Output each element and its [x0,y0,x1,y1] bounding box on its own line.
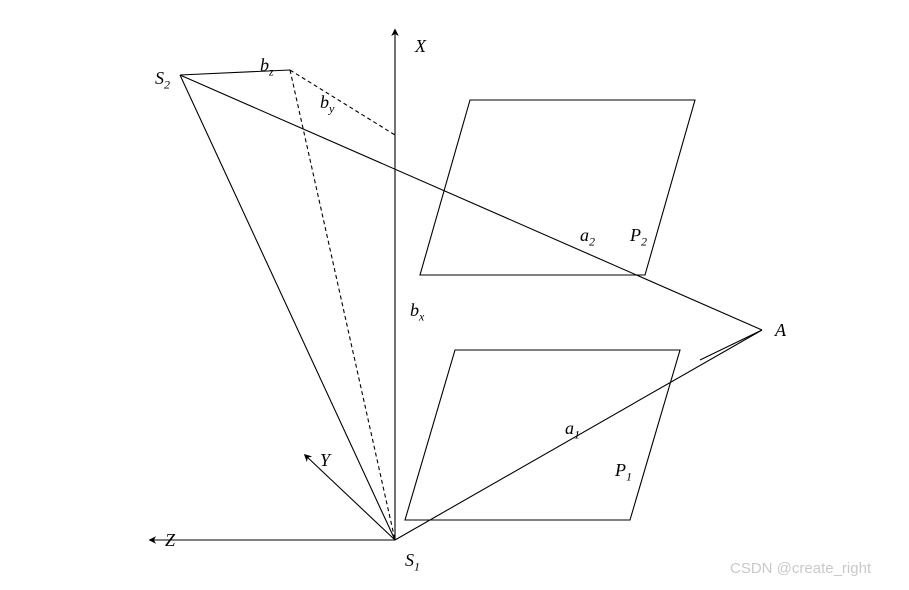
edge-s1-s2 [180,75,395,540]
edge-a-right [700,330,762,360]
plane-p1 [405,350,680,520]
label-bz: bz [260,55,274,80]
label-s2: S2 [155,68,170,93]
axis-y [305,455,395,540]
geometry-diagram [0,0,909,590]
label-z: Z [165,530,175,551]
dashed-bz-s1 [290,70,395,540]
label-a1: a1 [565,418,580,443]
label-by: by [320,92,334,117]
dashed-by [290,70,395,135]
label-y: Y [320,450,330,471]
plane-p2 [420,100,695,275]
label-bx: bx [410,300,424,325]
label-p1: P1 [615,460,632,485]
label-x: X [415,36,426,57]
ray-s2-a [180,75,762,330]
label-a2: a2 [580,225,595,250]
watermark: CSDN @create_right [730,560,871,577]
label-a: A [775,320,786,341]
label-s1: S1 [405,550,420,575]
label-p2: P2 [630,225,647,250]
